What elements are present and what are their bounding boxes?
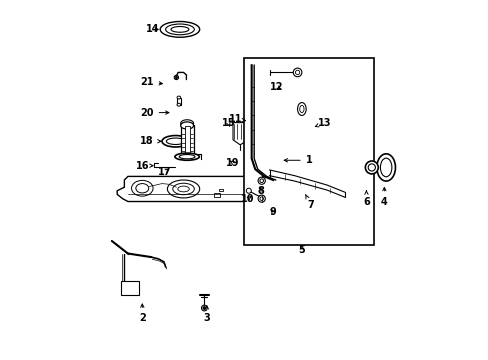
Bar: [184, 126, 189, 153]
Ellipse shape: [299, 105, 304, 113]
Ellipse shape: [167, 180, 199, 198]
Circle shape: [260, 179, 263, 183]
Circle shape: [246, 188, 251, 193]
Ellipse shape: [180, 120, 193, 127]
Circle shape: [295, 70, 299, 75]
Ellipse shape: [297, 103, 305, 116]
Text: 21: 21: [140, 77, 162, 87]
Text: 11: 11: [228, 114, 245, 124]
Ellipse shape: [166, 138, 184, 144]
Ellipse shape: [172, 183, 194, 195]
Ellipse shape: [177, 103, 180, 106]
Circle shape: [175, 76, 177, 78]
Ellipse shape: [380, 158, 391, 177]
Circle shape: [293, 68, 301, 77]
Ellipse shape: [131, 180, 153, 196]
Text: 7: 7: [305, 195, 314, 210]
Text: 13: 13: [315, 118, 331, 128]
Text: 9: 9: [269, 207, 276, 217]
Bar: [244, 58, 373, 244]
Ellipse shape: [179, 154, 195, 159]
Text: 18: 18: [140, 136, 161, 146]
Ellipse shape: [160, 22, 199, 37]
Bar: [180, 126, 193, 154]
Circle shape: [260, 197, 263, 201]
Text: 16: 16: [135, 161, 153, 171]
Ellipse shape: [175, 153, 199, 160]
Polygon shape: [233, 123, 247, 145]
Polygon shape: [117, 176, 258, 202]
Ellipse shape: [376, 154, 395, 181]
Text: 2: 2: [139, 304, 145, 323]
Text: 17: 17: [158, 167, 171, 177]
Text: 8: 8: [257, 186, 264, 196]
Bar: [219, 189, 223, 192]
Text: 15: 15: [221, 118, 235, 128]
Text: 10: 10: [241, 194, 254, 204]
Circle shape: [201, 305, 207, 311]
Text: 1: 1: [284, 155, 312, 165]
Bar: [121, 281, 139, 295]
Ellipse shape: [171, 27, 188, 32]
Bar: [177, 98, 180, 105]
Ellipse shape: [162, 135, 189, 147]
Text: 3: 3: [203, 306, 210, 323]
Text: 12: 12: [269, 82, 283, 92]
Ellipse shape: [136, 184, 148, 193]
Circle shape: [367, 164, 375, 171]
Text: 19: 19: [226, 158, 239, 168]
Circle shape: [174, 75, 178, 80]
Text: 20: 20: [140, 108, 168, 118]
Text: 6: 6: [362, 191, 369, 207]
Text: 5: 5: [298, 245, 305, 255]
Ellipse shape: [180, 122, 193, 129]
Ellipse shape: [165, 24, 194, 35]
Bar: [214, 193, 219, 197]
Circle shape: [203, 307, 205, 310]
Text: 4: 4: [380, 188, 387, 207]
Text: 14: 14: [146, 24, 160, 35]
Circle shape: [365, 161, 378, 174]
Ellipse shape: [177, 96, 180, 99]
Ellipse shape: [178, 186, 189, 192]
Circle shape: [258, 177, 265, 184]
Circle shape: [258, 195, 265, 202]
